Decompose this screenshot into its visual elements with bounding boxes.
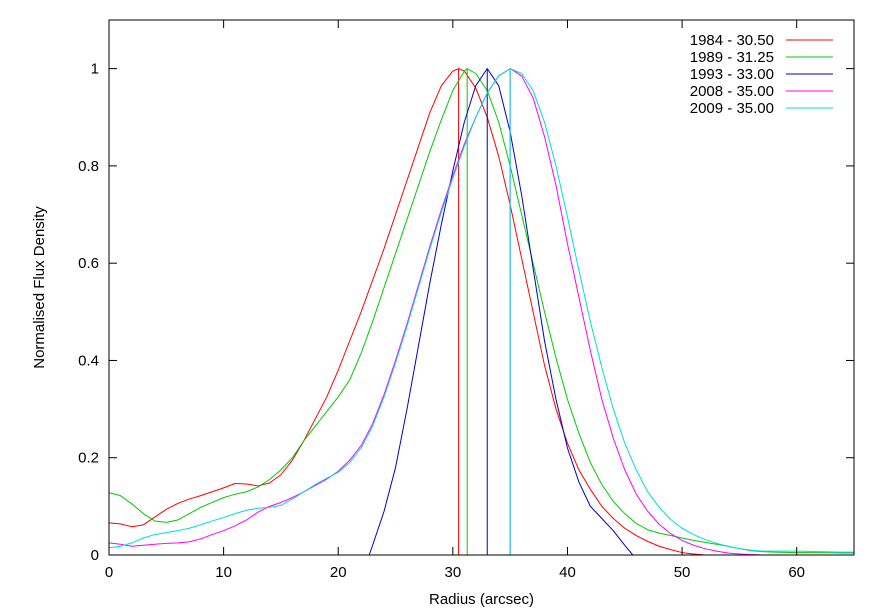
y-tick-label: 0 — [91, 547, 99, 564]
y-axis-label: Normalised Flux Density — [31, 206, 48, 369]
legend-label-2008: 2008 - 35.00 — [690, 83, 774, 100]
series-line-2009 — [109, 68, 854, 553]
legend-label-1984: 1984 - 30.50 — [690, 32, 774, 49]
plot-frame — [108, 19, 855, 556]
x-tick-label: 60 — [788, 564, 805, 581]
x-tick-label: 30 — [445, 564, 462, 581]
x-tick-label: 50 — [674, 564, 691, 581]
series-line-1993 — [368, 68, 634, 555]
y-tick-label: 0.2 — [78, 450, 99, 467]
series-line-1989 — [109, 68, 854, 554]
x-tick-label: 40 — [559, 564, 576, 581]
x-tick-label: 20 — [330, 564, 347, 581]
x-tick-label: 10 — [215, 564, 232, 581]
series-line-2008 — [109, 68, 763, 555]
legend-label-1993: 1993 - 33.00 — [690, 66, 774, 83]
legend-label-1989: 1989 - 31.25 — [690, 49, 774, 66]
x-tick-label: 0 — [105, 564, 113, 581]
x-axis-label: Radius (arcsec) — [429, 591, 534, 608]
series-line-1984 — [109, 68, 706, 555]
ticks-layer: 0 10 20 30 40 50 60 0 0.2 0.4 0.6 0.8 1 — [78, 20, 854, 581]
y-tick-label: 0.6 — [78, 255, 99, 272]
y-tick-label: 0.8 — [78, 158, 99, 175]
legend-label-2009: 2009 - 35.00 — [690, 100, 774, 117]
series-layer — [109, 68, 854, 555]
y-tick-label: 1 — [91, 61, 99, 78]
y-tick-label: 0.4 — [78, 352, 99, 369]
